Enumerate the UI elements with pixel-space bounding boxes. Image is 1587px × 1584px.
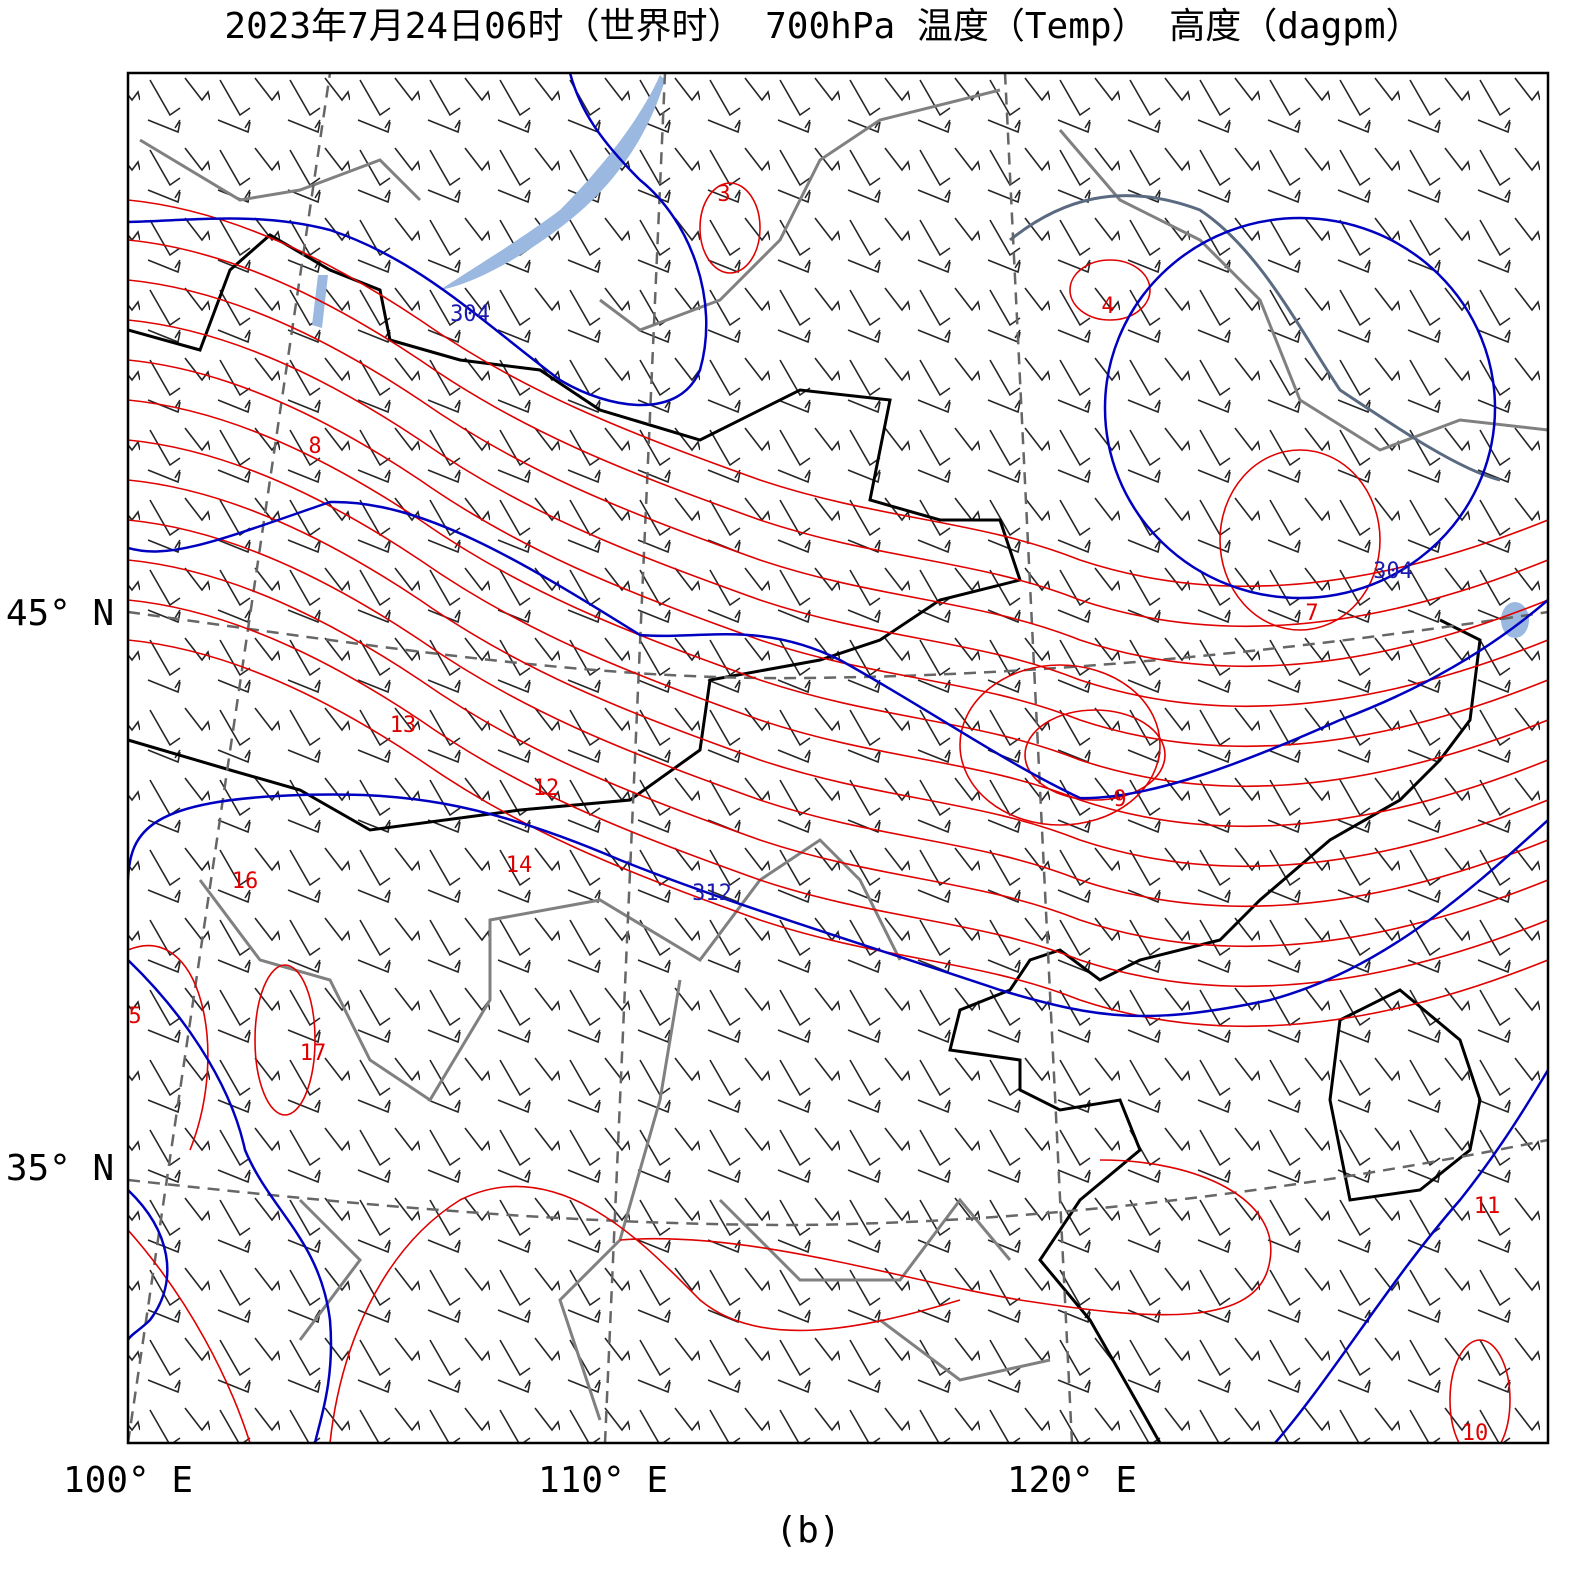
longitude-label: 110° E — [538, 1460, 668, 1501]
temperature-label: 8 — [308, 434, 321, 459]
temperature-label: 12 — [533, 776, 560, 801]
temperature-label: 5 — [128, 1004, 141, 1029]
map-area — [128, 73, 1548, 1443]
map-title: 2023年7月24日06时（世界时） 700hPa 温度（Temp） 高度（da… — [224, 6, 1421, 47]
height-label: 312 — [692, 881, 732, 906]
map-frame — [126, 71, 1550, 1445]
height-labels: 304 304 312 — [450, 302, 1413, 906]
temperature-label: 13 — [390, 713, 417, 738]
temperature-label: 11 — [1474, 1194, 1501, 1219]
temperature-label: 16 — [232, 869, 259, 894]
temperature-label: 9 — [1113, 787, 1126, 812]
temperature-labels: 3 4 8 13 12 14 16 17 9 7 11 10 5 — [128, 182, 1500, 1446]
height-label: 304 — [1373, 559, 1413, 584]
latitude-label: 45° N — [6, 593, 114, 634]
temperature-label: 14 — [506, 853, 533, 878]
temperature-label: 4 — [1101, 294, 1114, 319]
latitude-label: 35° N — [6, 1148, 114, 1189]
temperature-label: 17 — [300, 1041, 327, 1066]
temperature-label: 3 — [717, 182, 730, 207]
caption: (b) — [775, 1510, 840, 1551]
longitude-label: 120° E — [1007, 1460, 1137, 1501]
temperature-label: 10 — [1462, 1421, 1489, 1446]
longitude-label: 100° E — [63, 1460, 193, 1501]
height-label: 304 — [450, 302, 490, 327]
temperature-label: 7 — [1305, 601, 1318, 626]
